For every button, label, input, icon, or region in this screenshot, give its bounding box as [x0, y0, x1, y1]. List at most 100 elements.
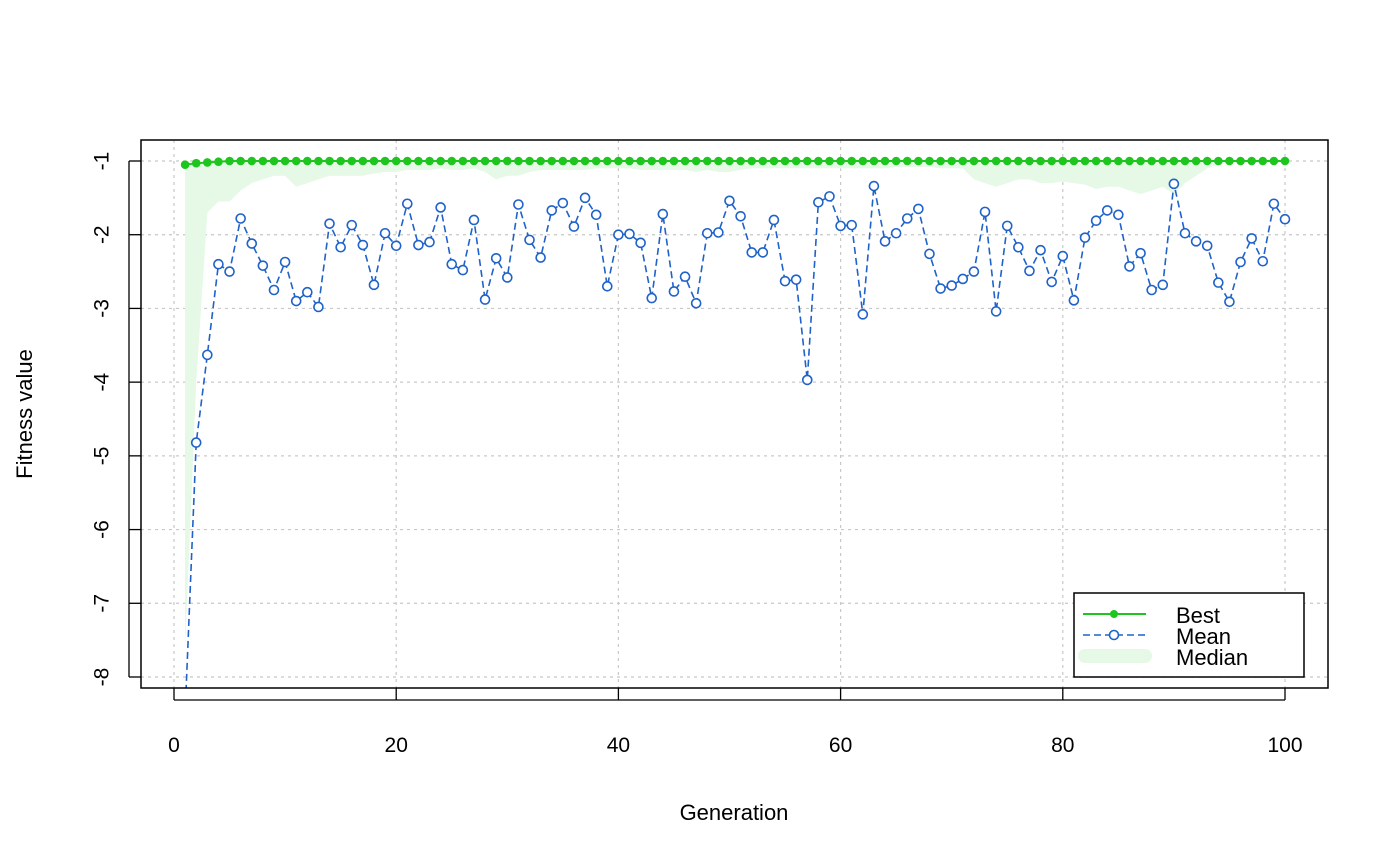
best-point — [614, 156, 623, 166]
mean-point — [379, 227, 391, 239]
best-point — [547, 156, 557, 166]
y-tick-label: -8 — [91, 668, 114, 687]
mean-point — [479, 294, 491, 305]
mean-point — [857, 309, 869, 320]
best-point — [214, 157, 223, 167]
best-point — [814, 156, 823, 166]
mean-point — [1135, 247, 1146, 259]
mean-point — [590, 209, 602, 221]
mean-point — [302, 286, 313, 298]
mean-point — [1201, 240, 1213, 252]
best-point — [1258, 156, 1268, 166]
mean-point — [879, 236, 891, 247]
best-point — [425, 156, 434, 166]
best-point — [936, 156, 945, 166]
best-point — [1191, 156, 1201, 166]
best-point — [925, 156, 934, 166]
mean-point — [757, 247, 769, 258]
best-point — [758, 156, 768, 166]
mean-point — [202, 349, 213, 361]
mean-point — [368, 279, 380, 291]
best-point — [769, 156, 779, 166]
best-point — [1225, 156, 1234, 166]
y-axis-title: Fitness value — [12, 349, 37, 479]
legend-mean-marker — [1108, 629, 1120, 641]
best-point — [858, 156, 868, 166]
best-series — [180, 156, 1290, 169]
best-point — [580, 156, 590, 166]
best-point — [358, 156, 368, 166]
best-point — [947, 156, 956, 166]
best-point — [625, 156, 634, 166]
mean-point — [813, 196, 824, 208]
mean-point — [402, 198, 413, 210]
mean-point — [1079, 232, 1091, 243]
mean-point — [746, 247, 758, 258]
best-point — [236, 156, 245, 166]
best-point — [403, 156, 412, 166]
best-point — [1269, 156, 1279, 166]
best-point — [869, 156, 879, 166]
mean-point — [1101, 205, 1113, 216]
best-point — [1180, 156, 1190, 166]
mean-point — [713, 227, 724, 238]
best-point — [1114, 156, 1123, 166]
mean-point — [924, 248, 935, 260]
mean-point — [257, 260, 269, 271]
mean-point — [246, 238, 258, 249]
mean-point — [1024, 265, 1035, 277]
best-point — [180, 160, 190, 169]
mean-point — [1246, 233, 1257, 244]
best-point — [691, 156, 701, 166]
x-tick-label: 40 — [607, 734, 630, 757]
best-point — [636, 156, 645, 166]
best-point — [1158, 156, 1168, 166]
mean-point — [490, 253, 502, 264]
best-point — [1025, 156, 1034, 166]
mean-point — [513, 199, 524, 210]
mean-point — [913, 203, 924, 215]
best-point — [525, 156, 534, 166]
mean-point — [1090, 215, 1102, 227]
best-point — [1036, 156, 1045, 166]
mean-point — [990, 306, 1002, 317]
legend-best-marker — [1110, 610, 1118, 618]
mean-point — [935, 283, 946, 294]
y-tick-label: -2 — [91, 225, 114, 244]
best-point — [1247, 156, 1256, 166]
mean-point — [668, 286, 680, 297]
mean-point — [457, 264, 469, 276]
mean-point — [1168, 178, 1180, 190]
best-point — [702, 156, 712, 166]
best-point — [280, 156, 290, 166]
mean-point — [1257, 255, 1269, 267]
best-point — [991, 156, 1001, 166]
mean-point — [390, 240, 402, 252]
mean-point — [1235, 256, 1246, 268]
best-point — [1047, 156, 1056, 166]
mean-point — [1146, 284, 1157, 296]
mean-point — [624, 228, 635, 240]
best-point — [747, 156, 757, 166]
best-point — [847, 156, 857, 166]
best-point — [725, 156, 734, 166]
mean-point — [1268, 198, 1280, 210]
mean-point — [1035, 244, 1046, 256]
mean-point — [213, 258, 224, 270]
best-point — [914, 156, 923, 166]
mean-point — [235, 213, 246, 224]
mean-point — [446, 258, 458, 270]
x-tick-label: 80 — [1051, 734, 1074, 757]
mean-point — [1001, 220, 1013, 232]
best-point — [1214, 156, 1223, 166]
best-point — [1236, 156, 1245, 166]
best-point — [458, 156, 468, 166]
best-point — [391, 156, 401, 166]
mean-point — [435, 202, 446, 213]
best-point — [491, 156, 501, 166]
mean-point — [1068, 295, 1080, 306]
best-point — [980, 156, 990, 166]
mean-point — [835, 220, 846, 232]
best-point — [791, 156, 801, 166]
